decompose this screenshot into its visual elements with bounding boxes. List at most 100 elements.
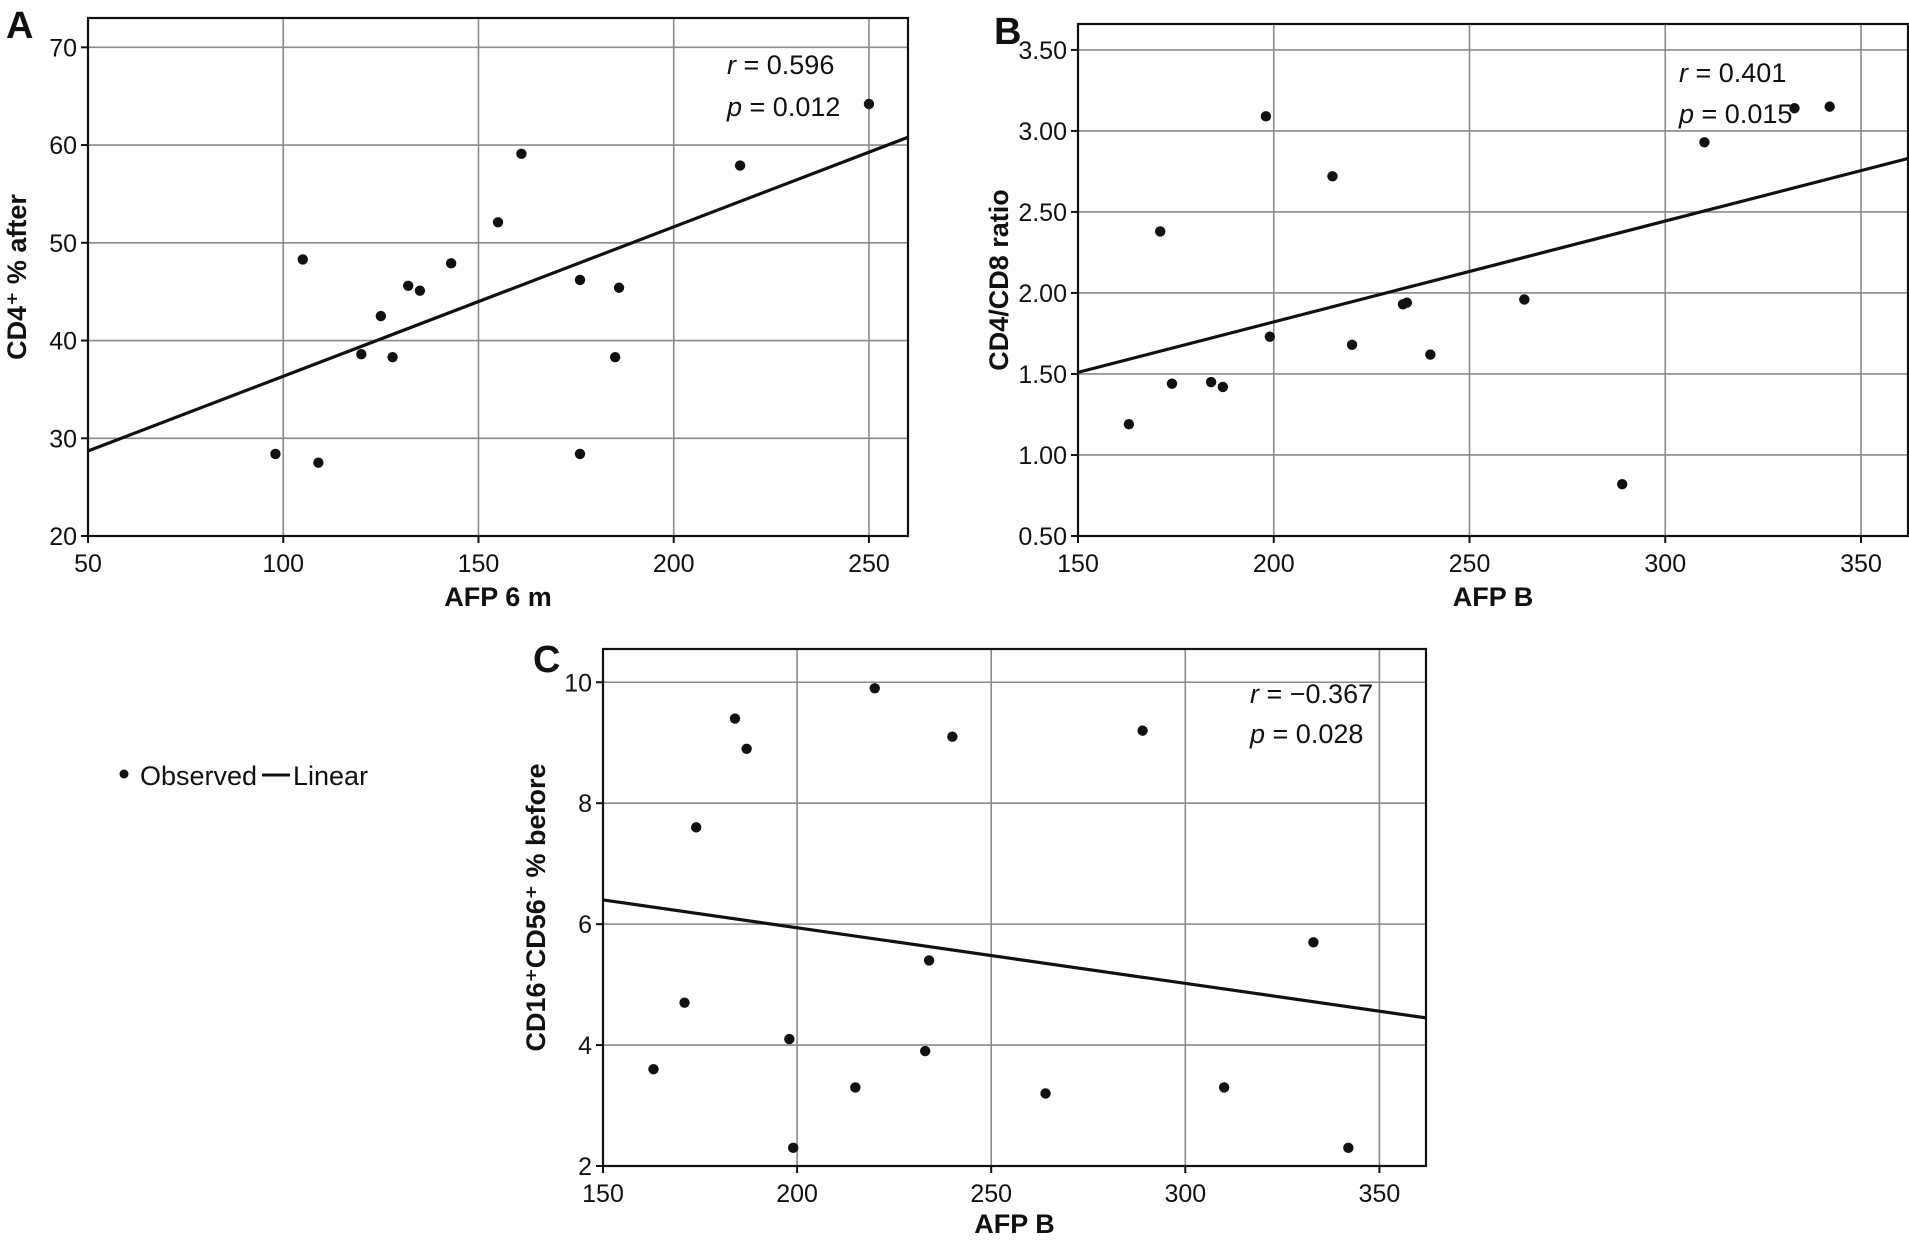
x-tick-label: 200 <box>653 550 695 578</box>
x-tick-label: 350 <box>1840 550 1882 578</box>
panel-letter: A <box>6 5 33 47</box>
r-statistic: r = 0.596 <box>727 50 834 80</box>
data-point <box>920 1045 931 1057</box>
x-axis-title: AFP B <box>1453 582 1534 612</box>
data-point <box>1218 1082 1230 1093</box>
data-point <box>784 1033 795 1045</box>
y-axis-title: CD16⁺CD56⁺ % before <box>521 763 551 1051</box>
data-point <box>414 285 426 296</box>
data-point <box>297 254 308 265</box>
legend-observed-marker <box>119 769 129 779</box>
data-point <box>1217 381 1229 393</box>
p-statistic: p = 0.015 <box>1678 99 1792 129</box>
data-point <box>690 822 702 833</box>
x-tick-label: 150 <box>458 550 500 578</box>
y-tick-label: 1.50 <box>1018 361 1067 389</box>
y-axis-title: CD4⁺ % after <box>2 194 32 360</box>
y-tick-label: 2.50 <box>1018 199 1067 227</box>
data-point <box>863 98 875 110</box>
data-point <box>947 731 958 742</box>
panel-b: 150 200 250 300 350 0.50 1.00 1.50 2.00 2.50 3.00 3… <box>984 11 1909 612</box>
data-point <box>1519 294 1530 305</box>
data-point <box>1155 226 1166 237</box>
x-axis-title: AFP B <box>974 1209 1055 1239</box>
plot-frame <box>86 16 910 538</box>
x-tick-label: 200 <box>776 1180 818 1208</box>
data-point <box>574 274 586 286</box>
x-tick-label: 200 <box>1253 550 1295 578</box>
data-point <box>1308 937 1319 948</box>
panel-letter: B <box>994 11 1021 53</box>
x-tick-label: 300 <box>1164 1180 1206 1208</box>
legend: Observed Linear <box>119 761 368 791</box>
data-point <box>574 448 586 460</box>
plot-frame <box>601 647 1428 1168</box>
data-point <box>1425 349 1436 360</box>
data-point <box>270 448 281 460</box>
y-tick-label: 70 <box>49 34 77 62</box>
data-point <box>1166 378 1178 389</box>
data-point <box>741 743 752 754</box>
x-tick-label: 300 <box>1644 550 1686 578</box>
y-tick-label: 4 <box>578 1032 592 1060</box>
x-tick-label: 100 <box>262 550 304 578</box>
y-tick-label: 20 <box>49 523 77 551</box>
data-point <box>1205 376 1217 388</box>
legend-linear-label: Linear <box>293 761 368 791</box>
y-tick-label: 30 <box>49 425 77 453</box>
data-point <box>734 160 746 171</box>
x-tick-label: 250 <box>970 1180 1012 1208</box>
regression-line <box>88 135 908 453</box>
data-point <box>923 955 935 966</box>
y-axis-title: CD4/CD8 ratio <box>984 189 1014 371</box>
y-tick-label: 8 <box>578 790 592 818</box>
data-point <box>313 457 324 468</box>
r-statistic: r = −0.367 <box>1250 679 1373 709</box>
data-point <box>788 1142 799 1154</box>
data-point <box>356 349 367 360</box>
panel-letter: C <box>533 639 560 681</box>
legend-observed-label: Observed <box>140 761 257 791</box>
x-axis-title: AFP 6 m <box>444 582 552 612</box>
y-tick-label: 1.00 <box>1018 442 1067 470</box>
data-point <box>1699 137 1710 148</box>
data-point <box>1264 331 1276 342</box>
data-point <box>375 310 387 322</box>
y-tick-label: 0.50 <box>1018 523 1067 551</box>
data-point <box>1137 725 1148 736</box>
data-point <box>648 1064 659 1075</box>
r-statistic: r = 0.401 <box>1679 58 1786 88</box>
data-point <box>445 258 457 269</box>
data-point <box>1401 297 1413 308</box>
y-tick-label: 50 <box>49 230 77 258</box>
regression-line <box>1078 156 1908 374</box>
data-point <box>1616 478 1628 490</box>
x-tick-label: 250 <box>1449 550 1491 578</box>
x-tick-label: 50 <box>74 550 102 578</box>
data-point <box>609 351 621 363</box>
y-tick-label: 40 <box>49 328 77 356</box>
y-tick-label: 3.50 <box>1018 37 1067 65</box>
data-point <box>1789 103 1800 114</box>
y-tick-label: 3.00 <box>1018 118 1067 146</box>
plot-frame <box>1076 22 1909 538</box>
data-point <box>1260 111 1272 122</box>
x-tick-label: 150 <box>582 1180 624 1208</box>
panel-c: 150 200 250 300 350 2 4 6 8 10C AFP B CD16⁺CD56⁺ % … <box>521 639 1428 1239</box>
data-point <box>1346 339 1358 351</box>
data-point <box>850 1082 861 1093</box>
p-statistic: p = 0.028 <box>1249 719 1363 749</box>
data-point <box>492 217 504 228</box>
y-tick-label: 2 <box>578 1153 592 1181</box>
regression-line <box>603 898 1426 1020</box>
data-point <box>516 148 527 160</box>
data-point <box>869 683 880 694</box>
data-point <box>1343 1142 1354 1154</box>
x-tick-label: 350 <box>1359 1180 1401 1208</box>
x-tick-label: 250 <box>848 550 890 578</box>
y-tick-label: 60 <box>49 132 77 160</box>
panel-a: 50 100 150 200 250 20 30 40 50 60 70 A AFP 6 m CD4⁺ %… <box>2 5 910 612</box>
data-point <box>387 351 398 363</box>
data-point <box>729 713 741 724</box>
